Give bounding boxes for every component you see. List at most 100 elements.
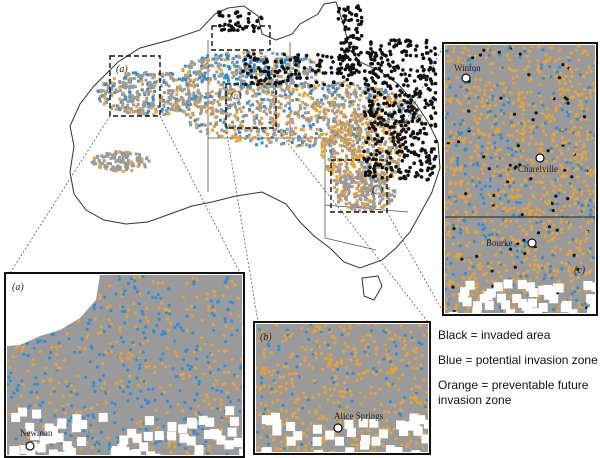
inset-cell [320,414,324,419]
inset-cell [181,376,186,380]
inset-cell [159,296,163,300]
map-cell [366,123,370,126]
map-cell [169,108,173,111]
map-cell [371,144,374,147]
map-cell [320,144,324,148]
map-cell [340,121,343,125]
map-cell [344,115,348,119]
map-cell [370,209,374,213]
invaded-point [229,28,233,32]
map-cell [326,100,330,104]
map-cell [296,70,300,73]
map-cell [382,204,386,207]
map-cell [342,141,346,145]
inset-cell [365,333,369,337]
inset-cell [212,290,216,294]
inset-cell [385,328,389,332]
map-cell [318,105,322,109]
inset-cell [317,392,321,396]
inset-cell [466,181,470,185]
map-cell [289,110,293,113]
inset-cell [411,348,415,352]
map-cell [285,122,289,126]
inset-cell [354,443,358,447]
inset-cell [108,342,113,346]
map-cell [175,103,179,107]
map-cell [194,94,198,98]
inset-cell [580,305,584,309]
inset-cell [226,307,230,311]
invaded-point [367,99,372,104]
map-cell [126,165,130,169]
map-cell [345,93,349,97]
inset-cell [459,122,463,126]
map-cell [268,121,272,125]
map-cell [302,57,306,61]
inset-cell [548,219,552,223]
map-cell [266,138,270,142]
map-cell [166,106,170,110]
map-cell [316,98,320,102]
inset-cell [95,440,99,444]
inset-cell [88,318,92,322]
invaded-point [417,117,422,122]
map-cell [322,94,326,98]
inset-cell [126,399,130,403]
invaded-point [329,71,334,75]
inset-cell [108,304,112,308]
inset-cell [230,326,234,331]
inset-cell [319,330,323,334]
inset-cell [345,375,349,379]
inset-cell [338,404,342,408]
inset-cell [107,390,111,394]
map-cell [130,160,133,164]
map-cell [318,110,322,114]
inset-cell [98,378,102,382]
map-cell [251,103,255,107]
invaded-point [400,50,404,54]
inset-cell [588,198,592,202]
inset-cell [69,390,73,394]
invaded-point [397,149,402,153]
map-cell [140,158,144,162]
map-cell [396,161,400,165]
inset-cell [393,333,397,337]
inset-cell [288,334,292,338]
map-cell [348,177,352,181]
map-cell [270,136,274,139]
invaded-point [401,142,405,147]
invaded-point [405,100,410,104]
map-cell [239,79,243,83]
map-cell [245,101,249,105]
inset-cell [267,370,271,374]
map-cell [353,120,357,124]
map-cell [295,144,299,148]
inset-cell [133,285,137,289]
inset-cell [224,348,228,352]
invaded-point [370,86,375,91]
map-cell [351,144,355,148]
inset-cell [569,195,573,199]
map-cell [387,199,391,203]
inset-cell [569,273,573,278]
map-cell [352,148,356,151]
inset-cell [498,156,502,160]
map-cell [307,85,311,89]
map-cell [297,110,301,113]
map-cell [367,142,371,146]
inset-cell [160,281,164,285]
map-cell [253,136,257,139]
map-cell [228,104,232,107]
map-cell [336,130,340,133]
map-cell [210,95,214,99]
inset-cell [562,204,567,208]
inset-cell [10,395,14,399]
invaded-point [377,116,381,120]
inset-cell [339,360,344,364]
map-cell [361,122,364,126]
inset-cell [135,421,139,425]
map-cell [352,150,356,154]
map-cell [352,90,356,94]
inset-cell [160,333,164,337]
map-cell [314,138,317,142]
